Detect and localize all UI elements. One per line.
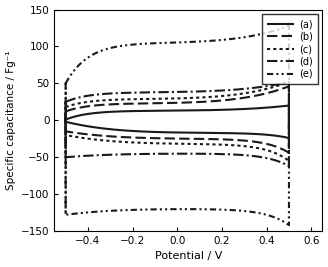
(b) bbox=[287, 85, 291, 88]
(a) bbox=[287, 136, 291, 140]
(d) bbox=[188, 90, 192, 93]
(d) bbox=[287, 80, 291, 84]
(c) bbox=[267, 87, 271, 90]
(e) bbox=[267, 30, 271, 34]
Line: (c): (c) bbox=[66, 82, 289, 161]
(d) bbox=[64, 156, 68, 159]
(e) bbox=[287, 24, 291, 28]
(d) bbox=[287, 164, 291, 168]
(a) bbox=[154, 130, 158, 134]
(d) bbox=[267, 84, 271, 87]
(c) bbox=[64, 105, 68, 109]
(a) bbox=[87, 112, 91, 115]
(a) bbox=[267, 106, 271, 109]
(b) bbox=[267, 91, 271, 94]
(c) bbox=[287, 159, 291, 163]
(a) bbox=[188, 109, 192, 112]
(a) bbox=[64, 118, 68, 121]
(c) bbox=[154, 142, 158, 145]
Line: (e): (e) bbox=[66, 26, 289, 225]
(c) bbox=[87, 100, 91, 103]
(e) bbox=[154, 208, 158, 211]
(e) bbox=[87, 55, 91, 58]
Legend: (a), (b), (c), (d), (e): (a), (b), (c), (d), (e) bbox=[262, 14, 318, 84]
(e) bbox=[287, 223, 291, 227]
X-axis label: Potential / V: Potential / V bbox=[155, 252, 222, 261]
(b) bbox=[101, 103, 105, 106]
(c) bbox=[64, 110, 68, 113]
(c) bbox=[188, 96, 192, 100]
(b) bbox=[188, 101, 192, 104]
(d) bbox=[154, 152, 158, 155]
(b) bbox=[154, 137, 158, 140]
(a) bbox=[101, 111, 105, 114]
(e) bbox=[64, 213, 68, 216]
(e) bbox=[64, 103, 68, 107]
(a) bbox=[64, 120, 68, 123]
Y-axis label: Specific capacitance / Fg⁻¹: Specific capacitance / Fg⁻¹ bbox=[6, 50, 15, 190]
(b) bbox=[64, 130, 68, 133]
(b) bbox=[64, 110, 68, 113]
(a) bbox=[287, 104, 291, 107]
(d) bbox=[101, 92, 105, 96]
Line: (d): (d) bbox=[66, 82, 289, 166]
(c) bbox=[287, 80, 291, 84]
(b) bbox=[64, 113, 68, 116]
(d) bbox=[64, 109, 68, 112]
(e) bbox=[101, 49, 105, 52]
(e) bbox=[188, 40, 192, 44]
(b) bbox=[287, 151, 291, 154]
(d) bbox=[87, 94, 91, 97]
Line: (a): (a) bbox=[66, 105, 289, 138]
(b) bbox=[87, 104, 91, 108]
Line: (b): (b) bbox=[66, 86, 289, 153]
(c) bbox=[101, 99, 105, 102]
(d) bbox=[64, 100, 68, 103]
(e) bbox=[64, 82, 68, 85]
(c) bbox=[64, 134, 68, 137]
(a) bbox=[64, 118, 68, 121]
